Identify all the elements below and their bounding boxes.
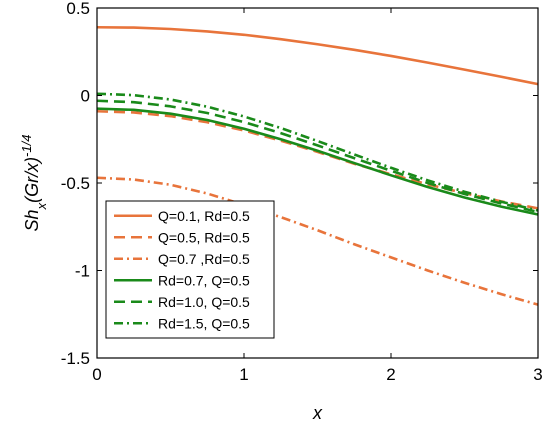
series-line-3: [96, 176, 539, 306]
y-tick-label: 0: [81, 87, 90, 106]
x-axis-label: x: [312, 403, 323, 423]
legend: Q=0.1, Rd=0.5 Q=0.5, Rd=0.5 Q=0.7 ,Rd=0.5 R…: [105, 200, 275, 339]
x-tick-label: 0: [92, 365, 101, 384]
series-line-5: [96, 99, 539, 214]
series-layer: [96, 25, 539, 306]
legend-label-2: Q=0.5, Rd=0.5: [158, 229, 250, 245]
legend-label-4: Rd=0.7, Q=0.5: [158, 272, 250, 288]
series-line-6: [96, 92, 539, 212]
legend-label-3: Q=0.7 ,Rd=0.5: [158, 251, 250, 267]
legend-label-6: Rd=1.5, Q=0.5: [158, 315, 250, 331]
y-tick-label: -1.5: [61, 349, 90, 368]
y-tick-label: -0.5: [61, 174, 90, 193]
y-tick-label: -1: [75, 262, 90, 281]
series-line-1: [96, 25, 539, 86]
y-axis-label: Shx(Gr/x)-1/4: [19, 135, 49, 232]
y-axis-label-sub: x: [34, 202, 49, 210]
y-axis-label-middle: (Gr/x): [22, 157, 42, 203]
plot-frame: [96, 7, 539, 359]
x-tick-label: 2: [386, 365, 395, 384]
y-axis-label-sup: -1/4: [19, 135, 34, 157]
legend-label-5: Rd=1.0, Q=0.5: [158, 294, 250, 310]
legend-box: [105, 200, 275, 339]
legend-label-1: Q=0.1, Rd=0.5: [158, 208, 250, 224]
series-line-4: [96, 107, 539, 216]
x-tick-label: 1: [239, 365, 248, 384]
x-tick-label: 3: [533, 365, 542, 384]
ticks-layer: 0 1 2 3 0.5 0 -0.5 -1 -1.5: [61, 0, 543, 384]
y-axis-label-base: Sh: [22, 209, 42, 231]
y-tick-label: 0.5: [66, 0, 90, 18]
